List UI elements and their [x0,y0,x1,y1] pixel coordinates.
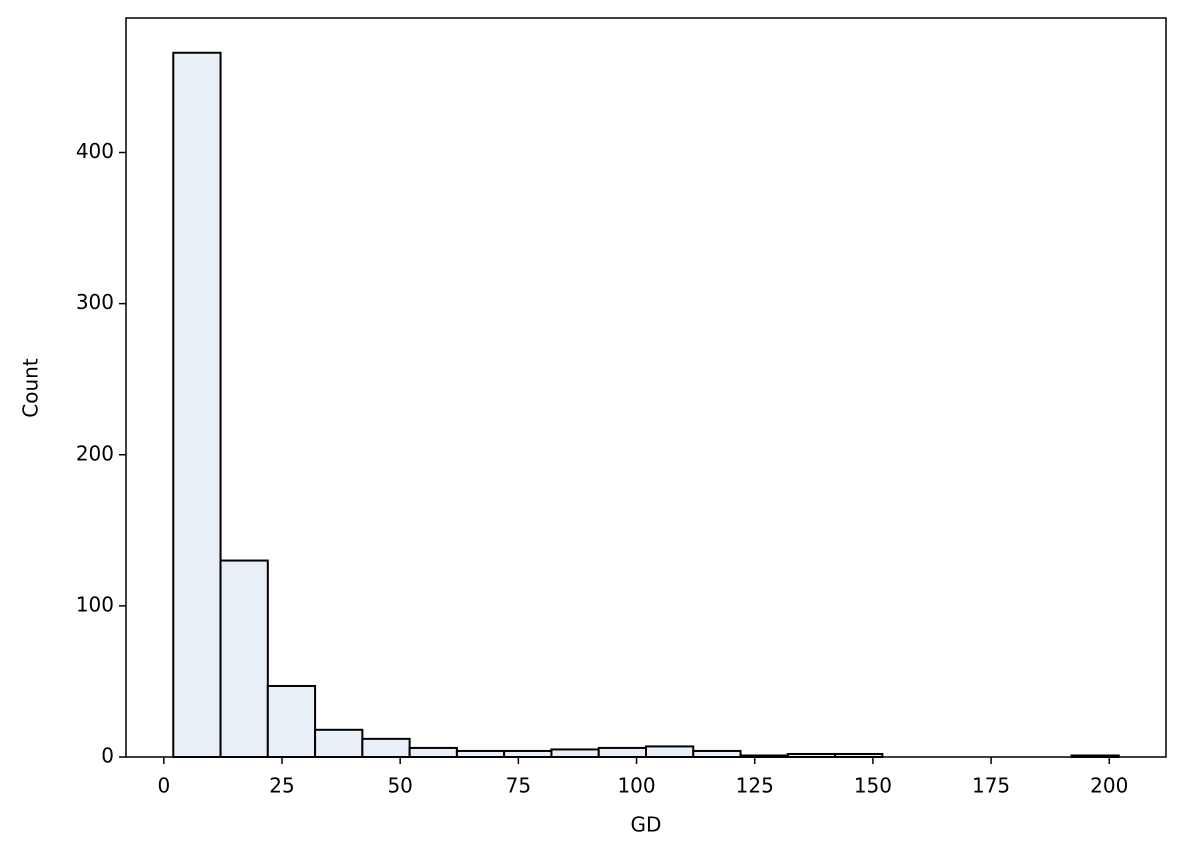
bar [266,684,317,759]
bar [172,51,222,759]
x-tick-label: 75 [506,774,531,798]
bar [692,749,742,759]
x-tick-label: 150 [854,774,892,798]
bar [314,728,364,758]
bar [408,746,458,758]
y-tick-label: 300 [76,290,114,314]
bar [503,749,553,759]
x-tick-label: 100 [617,774,655,798]
x-tick-label: 125 [736,774,774,798]
x-tick-label: 0 [157,774,170,798]
x-tick-label: 25 [269,774,294,798]
bar [219,559,269,759]
x-tick-label: 175 [972,774,1010,798]
x-tick-label: 50 [387,774,412,798]
bar [361,737,411,759]
plot-frame [125,17,1167,758]
y-tick-label: 400 [76,139,114,163]
bar [645,745,695,758]
y-tick-label: 100 [76,592,114,616]
y-axis-label: Count [19,358,43,418]
y-tick-label: 200 [76,441,114,465]
bar [455,749,506,759]
y-tick-label: 0 [101,744,114,768]
bar [597,746,648,758]
x-tick-label: 200 [1090,774,1128,798]
x-axis-label: GD [631,813,662,837]
bar [550,748,600,759]
